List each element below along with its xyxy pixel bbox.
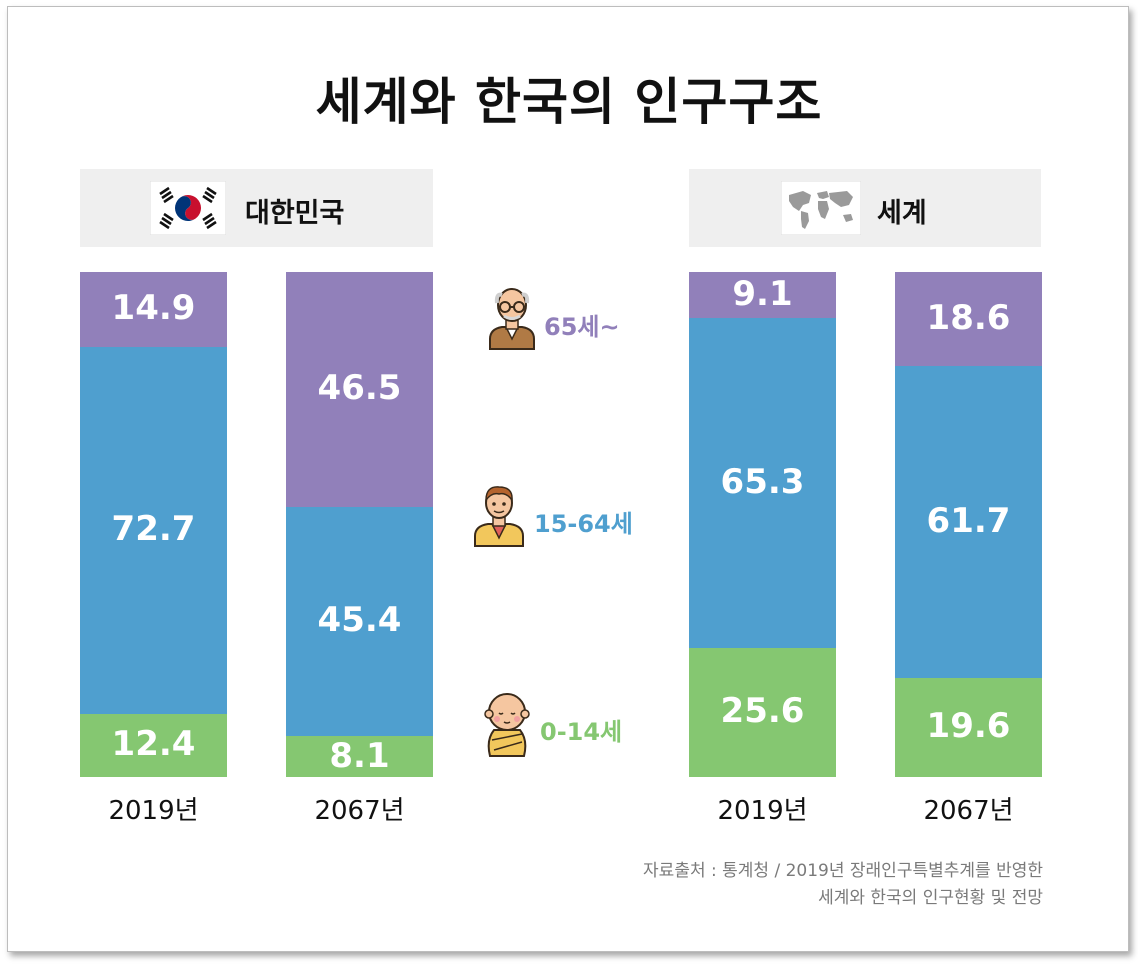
adult-man-icon (474, 486, 524, 547)
bar-world-2019: 9.1 65.3 25.6 (689, 272, 836, 777)
source-line-1: 자료출처 : 통계청 / 2019년 장래인구특별추계를 반영한 (643, 861, 1043, 881)
elderly-man-icon (489, 288, 535, 350)
data-label-working-world-2067: 61.7 (926, 500, 1011, 541)
data-label-senior-world-2019: 9.1 (732, 273, 793, 314)
year-label-korea-2067: 2067년 (314, 796, 405, 826)
legend-senior-label: 65세~ (544, 313, 620, 341)
baby-icon (484, 693, 530, 757)
year-label-world-2019: 2019년 (717, 796, 808, 826)
bar-segment-senior-korea-2067 (286, 272, 433, 507)
data-label-working-world-2019: 65.3 (720, 461, 805, 502)
data-label-child-korea-2067: 8.1 (329, 736, 390, 776)
world-panel-header: 세계 (689, 169, 1041, 247)
legend-child-label: 0-14세 (540, 718, 623, 746)
legend-working: 15-64세 (472, 482, 652, 552)
world-map-icon (781, 181, 861, 235)
data-label-senior-korea-2019: 14.9 (111, 288, 196, 329)
data-label-working-korea-2067: 45.4 (317, 600, 402, 641)
bar-segment-senior-world-2019 (689, 272, 836, 318)
legend-senior: 65세~ (486, 283, 646, 353)
data-label-child-korea-2019: 12.4 (111, 724, 196, 765)
year-label-world-2067: 2067년 (923, 796, 1014, 826)
world-panel-label: 세계 (877, 198, 927, 229)
bar-korea-2019: 14.9 72.7 12.4 (80, 272, 227, 777)
korea-panel-header: 대한민국 (80, 169, 433, 247)
source-line-2: 세계와 한국의 인구현황 및 전망 (818, 888, 1043, 908)
bar-segment-working-world-2019 (689, 318, 836, 648)
bar-world-2067: 18.6 61.7 19.6 (895, 272, 1042, 777)
data-label-senior-korea-2067: 46.5 (317, 368, 402, 409)
legend-working-label: 15-64세 (534, 510, 633, 538)
bar-segment-senior-world-2067 (895, 272, 1042, 366)
bar-segment-working-korea-2067 (286, 507, 433, 736)
bar-segment-senior-korea-2019 (80, 272, 227, 347)
bar-segment-working-world-2067 (895, 366, 1042, 678)
bar-segment-child-korea-2067 (286, 736, 433, 777)
data-label-child-world-2067: 19.6 (926, 706, 1011, 747)
data-label-senior-world-2067: 18.6 (926, 297, 1011, 338)
chart-title: 세계와 한국의 인구구조 (315, 73, 823, 131)
korea-panel-label: 대한민국 (245, 198, 345, 229)
legend-child: 0-14세 (482, 690, 652, 760)
year-label-korea-2019: 2019년 (108, 796, 199, 826)
bar-segment-child-world-2067 (895, 678, 1042, 777)
data-label-child-world-2019: 25.6 (720, 691, 805, 732)
bar-segment-working-korea-2019 (80, 347, 227, 714)
bar-korea-2067: 46.5 45.4 8.1 (286, 272, 433, 777)
source-note: 자료출처 : 통계청 / 2019년 장래인구특별추계를 반영한 세계와 한국의… (643, 858, 1043, 912)
bar-segment-child-korea-2019 (80, 714, 227, 777)
bar-segment-child-world-2019 (689, 648, 836, 777)
korea-flag-icon (150, 181, 226, 235)
data-label-working-korea-2019: 72.7 (111, 509, 196, 550)
